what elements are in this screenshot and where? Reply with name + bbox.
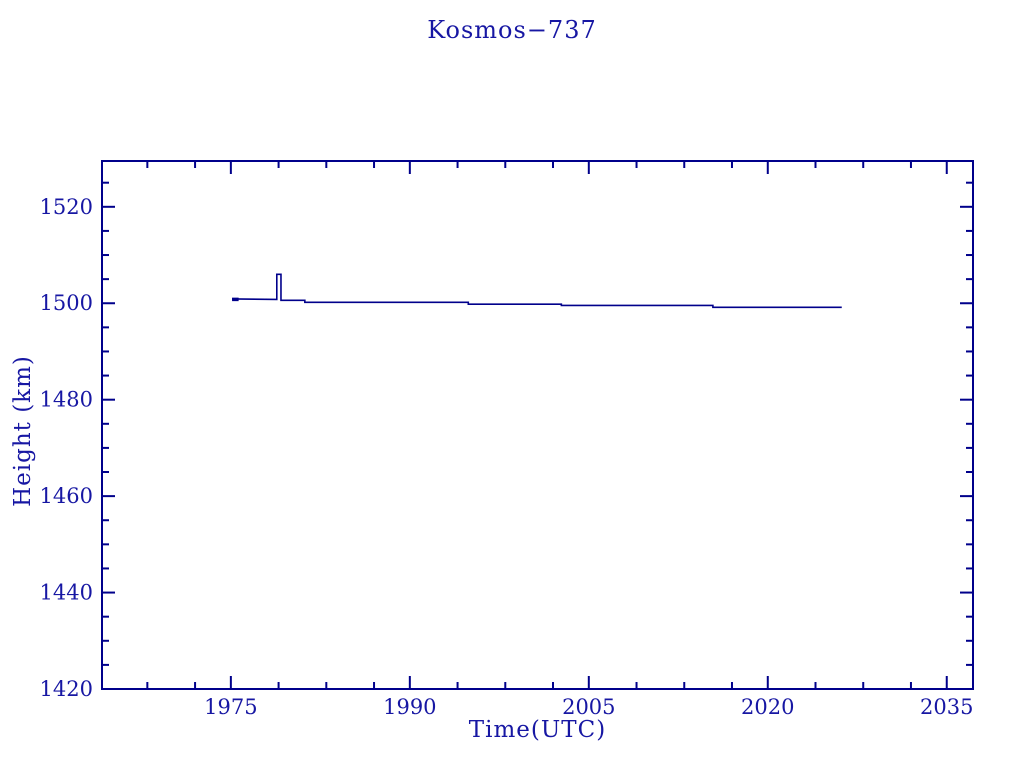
height-line	[232, 273, 842, 309]
x-tick-label: 2035	[920, 695, 973, 719]
y-tick-label: 1440	[40, 581, 93, 605]
chart-title: Kosmos−737	[427, 16, 597, 44]
plot-frame	[101, 160, 974, 690]
y-tick-label: 1480	[40, 388, 93, 412]
y-tick-label: 1460	[40, 484, 93, 508]
x-tick-label: 1975	[204, 695, 257, 719]
y-tick-label: 1420	[40, 677, 93, 701]
x-axis-label: Time(UTC)	[468, 717, 607, 743]
x-tick-label: 1990	[383, 695, 436, 719]
x-tick-label: 2005	[562, 695, 615, 719]
y-tick-label: 1500	[40, 291, 93, 315]
y-tick-label: 1520	[40, 195, 93, 219]
x-tick-label: 2020	[741, 695, 794, 719]
